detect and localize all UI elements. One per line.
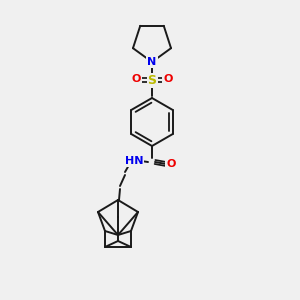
Text: S: S: [148, 74, 157, 86]
Text: O: O: [163, 74, 173, 84]
Text: O: O: [166, 159, 176, 169]
Text: HN: HN: [125, 156, 143, 166]
Text: N: N: [147, 57, 157, 67]
Text: O: O: [131, 74, 141, 84]
